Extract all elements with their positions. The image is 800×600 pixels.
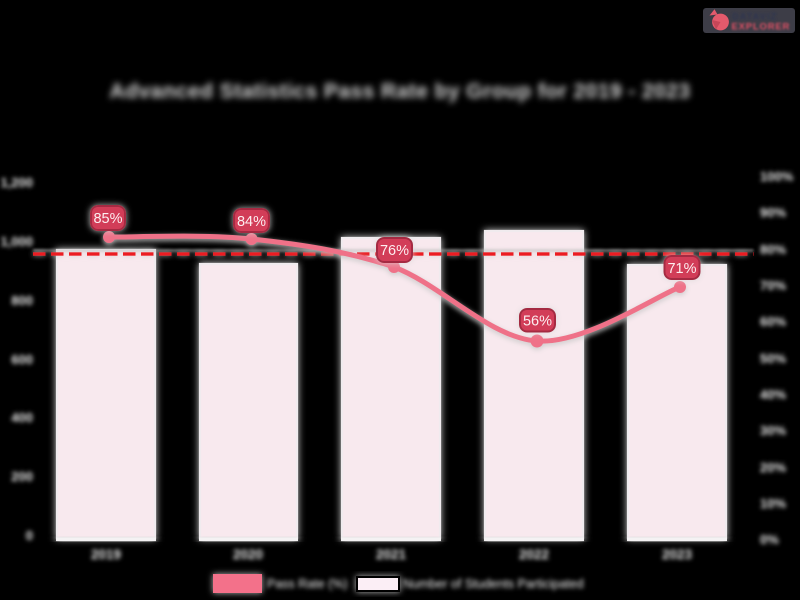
svg-text:800: 800 — [11, 293, 33, 308]
svg-text:50%: 50% — [760, 351, 786, 366]
svg-text:2023: 2023 — [662, 547, 693, 562]
svg-text:0%: 0% — [760, 532, 779, 547]
svg-text:80%: 80% — [760, 242, 786, 257]
svg-text:90%: 90% — [760, 205, 786, 220]
svg-text:2021: 2021 — [376, 547, 407, 562]
svg-text:1,000: 1,000 — [0, 234, 33, 249]
svg-text:71%: 71% — [667, 261, 696, 277]
svg-text:Advanced Statistics Pass Rate: Advanced Statistics Pass Rate by Group f… — [109, 80, 690, 103]
svg-text:60%: 60% — [760, 314, 786, 329]
svg-text:84%: 84% — [237, 214, 266, 230]
svg-text:200: 200 — [11, 469, 33, 484]
svg-text:2019: 2019 — [91, 547, 121, 562]
svg-text:EXPLORER: EXPLORER — [732, 22, 791, 33]
svg-text:85%: 85% — [93, 211, 122, 227]
svg-text:76%: 76% — [380, 243, 409, 259]
svg-text:40%: 40% — [760, 387, 786, 402]
svg-text:30%: 30% — [760, 423, 786, 438]
svg-text:400: 400 — [11, 410, 33, 425]
svg-text:10%: 10% — [760, 496, 786, 511]
svg-text:1,200: 1,200 — [0, 175, 33, 190]
svg-text:20%: 20% — [760, 460, 786, 475]
svg-text:0: 0 — [26, 528, 33, 543]
svg-text:70%: 70% — [760, 278, 786, 293]
svg-text:2020: 2020 — [233, 547, 263, 562]
svg-text:56%: 56% — [523, 314, 552, 330]
svg-text:600: 600 — [11, 352, 33, 367]
svg-text:DATAVIZ: DATAVIZ — [732, 12, 777, 22]
svg-text:Number of Students Participate: Number of Students Participated — [403, 577, 584, 591]
svg-text:100%: 100% — [760, 169, 794, 184]
svg-text:2022: 2022 — [519, 547, 549, 562]
svg-text:Pass Rate (%): Pass Rate (%) — [267, 577, 348, 591]
